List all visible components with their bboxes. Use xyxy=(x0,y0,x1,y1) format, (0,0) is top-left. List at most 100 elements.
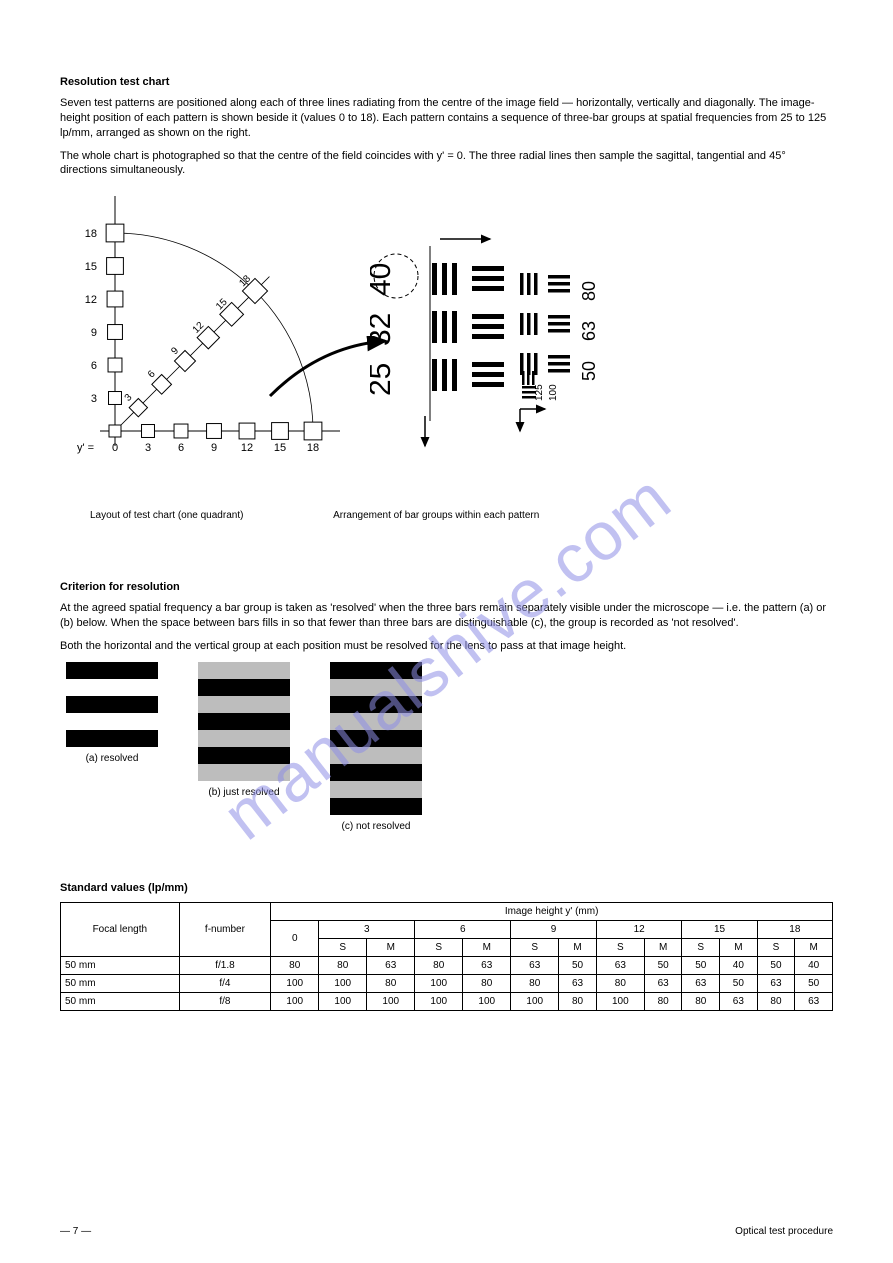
table-cell: 63 xyxy=(367,956,415,974)
svg-text:6: 6 xyxy=(146,369,158,381)
col-height: 15 xyxy=(682,920,757,938)
example-just-resolved: (b) just resolved xyxy=(198,662,290,832)
table-cell: 100 xyxy=(271,974,319,992)
svg-text:9: 9 xyxy=(91,327,97,339)
table-cell: 50 xyxy=(644,956,682,974)
table-cell: 80 xyxy=(682,992,720,1010)
subcol: S xyxy=(682,938,720,956)
footer-right: Optical test procedure xyxy=(735,1226,833,1237)
table-cell: 80 xyxy=(271,956,319,974)
col-fno: f-number xyxy=(179,902,271,956)
svg-text:y' =: y' = xyxy=(77,442,94,454)
table-cell: 63 xyxy=(596,956,644,974)
footer-left: — 7 — xyxy=(60,1226,91,1237)
table-cell: 50 xyxy=(720,974,758,992)
table-cell: 100 xyxy=(319,974,367,992)
svg-text:100: 100 xyxy=(548,384,559,401)
spec-heading: Standard values (lp/mm) xyxy=(60,882,833,894)
table-cell: 63 xyxy=(682,974,720,992)
col-height: 3 xyxy=(319,920,415,938)
table-cell: 50 xyxy=(757,956,795,974)
col-height: 12 xyxy=(596,920,682,938)
table-cell: 40 xyxy=(795,956,833,974)
svg-text:15: 15 xyxy=(274,442,286,454)
table-cell: 100 xyxy=(463,992,511,1010)
table-cell: 50 xyxy=(682,956,720,974)
subcol: S xyxy=(319,938,367,956)
fig-caption-left: Layout of test chart (one quadrant) xyxy=(90,510,330,521)
fig-caption-right: Arrangement of bar groups within each pa… xyxy=(333,510,539,521)
table-cell: 100 xyxy=(415,992,463,1010)
intro-para-2: The whole chart is photographed so that … xyxy=(60,149,833,179)
example-a-label: (a) resolved xyxy=(86,753,139,764)
table-cell: 80 xyxy=(511,974,559,992)
connector-arrow xyxy=(260,336,400,416)
resolution-pattern-detail: 253240506380125100 xyxy=(370,221,650,471)
col-center: 0 xyxy=(271,920,319,956)
table-cell: 63 xyxy=(795,992,833,1010)
svg-text:12: 12 xyxy=(85,294,97,306)
example-resolved: (a) resolved xyxy=(66,662,158,832)
page-title: Resolution test chart xyxy=(60,76,833,88)
table-cell: 50 mm xyxy=(61,956,180,974)
table-cell: 50 xyxy=(559,956,597,974)
subcol: S xyxy=(415,938,463,956)
table-cell: 100 xyxy=(319,992,367,1010)
table-row: 50 mmf/1.880806380636350635050405040 xyxy=(61,956,833,974)
subcol: M xyxy=(644,938,682,956)
table-cell: 50 xyxy=(795,974,833,992)
table-cell: 100 xyxy=(271,992,319,1010)
table-cell: 100 xyxy=(596,992,644,1010)
table-cell: 80 xyxy=(644,992,682,1010)
subcol: S xyxy=(757,938,795,956)
table-cell: 100 xyxy=(511,992,559,1010)
col-height: 9 xyxy=(511,920,597,938)
table-cell: 100 xyxy=(367,992,415,1010)
svg-text:6: 6 xyxy=(178,442,184,454)
col-imght: Image height y' (mm) xyxy=(271,902,833,920)
criterion-para-1: At the agreed spatial frequency a bar gr… xyxy=(60,601,833,631)
table-cell: 80 xyxy=(596,974,644,992)
svg-text:3: 3 xyxy=(145,442,151,454)
subcol: S xyxy=(596,938,644,956)
table-cell: 80 xyxy=(367,974,415,992)
col-focal: Focal length xyxy=(61,902,180,956)
page-footer: — 7 — Optical test procedure xyxy=(60,1226,833,1237)
intro-para-1: Seven test patterns are positioned along… xyxy=(60,96,833,141)
criterion-para-2: Both the horizontal and the vertical gro… xyxy=(60,639,833,654)
table-cell: 50 mm xyxy=(61,974,180,992)
criterion-heading: Criterion for resolution xyxy=(60,581,833,593)
subcol: M xyxy=(367,938,415,956)
criterion-examples: (a) resolved (b) just resolved (c) not r… xyxy=(66,662,833,832)
svg-text:3: 3 xyxy=(123,392,135,404)
col-height: 18 xyxy=(757,920,832,938)
table-row: 50 mmf/410010080100808063806363506350 xyxy=(61,974,833,992)
subcol: M xyxy=(795,938,833,956)
table-cell: 63 xyxy=(511,956,559,974)
table-cell: 50 mm xyxy=(61,992,180,1010)
svg-text:12: 12 xyxy=(241,442,253,454)
svg-text:3: 3 xyxy=(91,393,97,405)
col-height: 6 xyxy=(415,920,511,938)
example-b-label: (b) just resolved xyxy=(208,787,279,798)
table-cell: 63 xyxy=(720,992,758,1010)
table-cell: 40 xyxy=(720,956,758,974)
table-cell: 80 xyxy=(463,974,511,992)
svg-text:15: 15 xyxy=(85,261,97,273)
table-cell: 63 xyxy=(757,974,795,992)
svg-text:18: 18 xyxy=(307,442,319,454)
table-cell: f/1.8 xyxy=(179,956,271,974)
table-cell: 80 xyxy=(319,956,367,974)
table-cell: 63 xyxy=(559,974,597,992)
svg-text:0: 0 xyxy=(112,442,118,454)
table-cell: f/4 xyxy=(179,974,271,992)
subcol: M xyxy=(720,938,758,956)
table-cell: f/8 xyxy=(179,992,271,1010)
subcol: S xyxy=(511,938,559,956)
subcol: M xyxy=(463,938,511,956)
spec-table: Focal length f-number Image height y' (m… xyxy=(60,902,833,1011)
subcol: M xyxy=(559,938,597,956)
table-cell: 80 xyxy=(559,992,597,1010)
svg-text:6: 6 xyxy=(91,360,97,372)
table-cell: 63 xyxy=(644,974,682,992)
